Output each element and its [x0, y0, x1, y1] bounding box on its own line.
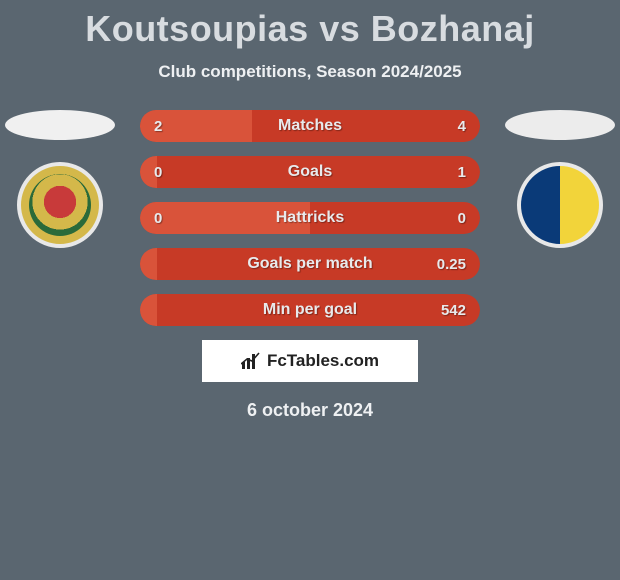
player-left-column [0, 110, 120, 248]
stat-bar: Min per goal542 [140, 294, 480, 326]
club-badge-right [517, 162, 603, 248]
stat-value-right: 1 [458, 156, 466, 188]
stat-bar: 2Matches4 [140, 110, 480, 142]
stat-value-right: 4 [458, 110, 466, 142]
stat-label: Goals per match [140, 248, 480, 280]
stat-label: Hattricks [140, 202, 480, 234]
stat-bar: Goals per match0.25 [140, 248, 480, 280]
stat-label: Matches [140, 110, 480, 142]
stat-value-right: 542 [441, 294, 466, 326]
brand-box: FcTables.com [202, 340, 418, 382]
bar-chart-icon [241, 352, 261, 370]
player-left-name-pill [5, 110, 115, 140]
comparison-panel: 2Matches40Goals10Hattricks0Goals per mat… [0, 110, 620, 421]
stat-label: Min per goal [140, 294, 480, 326]
player-right-name-pill [505, 110, 615, 140]
stat-bars: 2Matches40Goals10Hattricks0Goals per mat… [140, 110, 480, 326]
club-badge-left [17, 162, 103, 248]
stat-bar: 0Hattricks0 [140, 202, 480, 234]
stat-label: Goals [140, 156, 480, 188]
stat-value-right: 0.25 [437, 248, 466, 280]
player-right-column [500, 110, 620, 248]
page-title: Koutsoupias vs Bozhanaj [0, 0, 620, 50]
stat-value-right: 0 [458, 202, 466, 234]
subtitle: Club competitions, Season 2024/2025 [0, 62, 620, 82]
stat-bar: 0Goals1 [140, 156, 480, 188]
date-text: 6 october 2024 [0, 400, 620, 421]
brand-text: FcTables.com [267, 351, 379, 371]
